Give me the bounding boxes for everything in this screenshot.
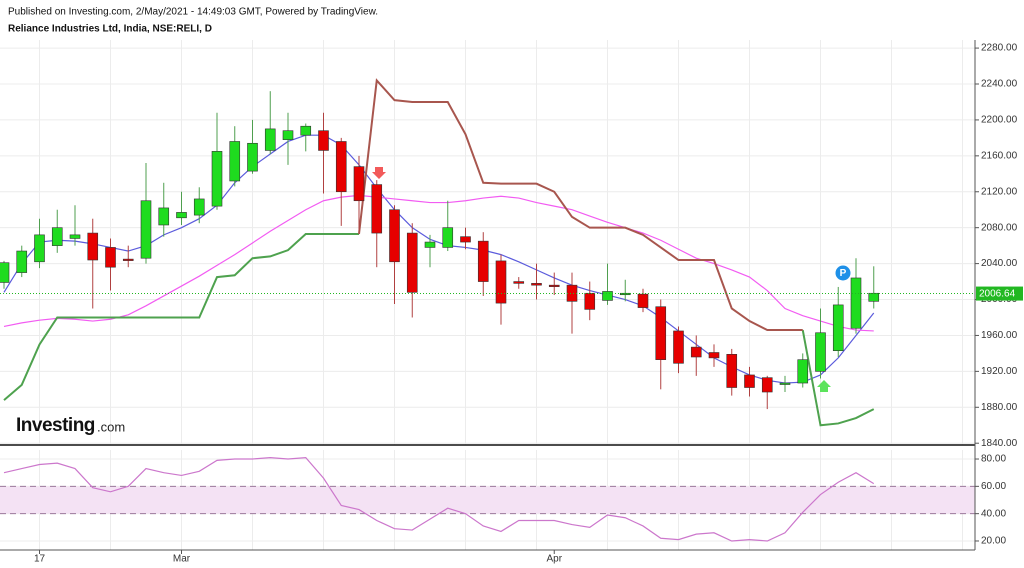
candle-body — [566, 284, 578, 302]
candle-body — [264, 128, 276, 151]
y-tick-label: 1960.00 — [981, 330, 1018, 341]
y-tick-label: 1920.00 — [981, 366, 1018, 377]
indicator-line — [3, 457, 875, 542]
sell-arrow — [372, 167, 386, 179]
x-tick-label: 17 — [34, 554, 46, 565]
candle-body — [513, 281, 525, 284]
marker-label: P — [840, 268, 847, 279]
x-tick-label: Apr — [546, 554, 562, 565]
marker-circle — [835, 265, 851, 281]
watermark-text: Investing — [16, 415, 95, 436]
candle-body — [744, 374, 755, 388]
plot-area — [0, 40, 975, 550]
candle-body — [87, 232, 99, 261]
candle-body — [122, 258, 134, 261]
candle-body — [850, 277, 862, 329]
candle-body — [673, 330, 684, 364]
y-tick-label: 1880.00 — [981, 402, 1018, 413]
x-tick-label: Mar — [173, 554, 191, 565]
indicator-line — [801, 329, 875, 427]
candle-body — [69, 234, 81, 239]
candle-body — [761, 377, 773, 393]
candle-body — [424, 241, 436, 248]
candle-body — [779, 382, 791, 385]
candle-body — [34, 234, 45, 263]
candle-body — [211, 151, 223, 207]
candle-body — [353, 166, 365, 202]
watermark: Investing .com — [16, 415, 125, 436]
candle-body — [105, 247, 116, 268]
indicator-line — [3, 134, 875, 384]
y-tick-label: 2280.00 — [981, 43, 1018, 54]
candle-body — [602, 291, 613, 301]
y-tick-label: 2080.00 — [981, 222, 1018, 233]
candle-body — [690, 346, 702, 358]
candle-body — [797, 359, 809, 384]
candle-body — [637, 293, 649, 308]
candle-body — [708, 352, 720, 359]
candle-body — [389, 209, 400, 263]
candle-body — [335, 141, 347, 193]
candle-body — [477, 240, 489, 282]
y-tick-label: 80.00 — [981, 454, 1006, 465]
candle-body — [158, 207, 170, 226]
y-tick-label: 2200.00 — [981, 115, 1018, 126]
y-tick-label: 2040.00 — [981, 258, 1018, 269]
y-tick-label: 20.00 — [981, 536, 1006, 547]
candle-body — [495, 260, 507, 304]
rsi-band — [0, 486, 975, 514]
y-tick-label: 1840.00 — [981, 438, 1018, 449]
candle-body — [868, 292, 880, 302]
candle-body — [16, 250, 28, 273]
candle-body — [318, 130, 329, 151]
indicator-line — [3, 194, 874, 332]
symbol-title: Reliance Industries Ltd, India, NSE:RELI… — [8, 24, 212, 35]
watermark-suffix: .com — [97, 419, 125, 434]
candle-body — [584, 292, 596, 310]
candle-body — [176, 212, 187, 219]
candle-body — [406, 232, 418, 293]
published-note: Published on Investing.com, 2/May/2021 -… — [8, 7, 378, 18]
candle-body — [815, 332, 826, 372]
candle-body — [140, 200, 152, 259]
candle-body — [282, 130, 294, 140]
last-price-box — [976, 286, 1023, 301]
candle-body — [371, 184, 383, 234]
candle-body — [300, 125, 312, 136]
candle-body — [726, 354, 738, 388]
buy-arrow — [817, 380, 831, 392]
candle-body — [832, 304, 844, 352]
candle-body — [442, 227, 454, 248]
candle-body — [229, 141, 241, 182]
candle-body — [460, 236, 471, 243]
indicator-line — [358, 78, 803, 332]
candle-body — [655, 306, 667, 360]
y-tick-label: 40.00 — [981, 508, 1006, 519]
y-tick-label: 2120.00 — [981, 186, 1018, 197]
candle-body — [548, 284, 560, 287]
candle-body — [51, 227, 63, 246]
candle-body — [0, 262, 10, 283]
candle-body — [531, 283, 542, 286]
last-price-label: 2006.64 — [979, 289, 1016, 300]
candle-body — [193, 198, 205, 216]
y-tick-label: 2160.00 — [981, 150, 1018, 161]
y-tick-label: 2240.00 — [981, 79, 1018, 90]
y-tick-label: 60.00 — [981, 481, 1006, 492]
indicator-line — [3, 232, 359, 401]
candle-body — [247, 142, 258, 172]
